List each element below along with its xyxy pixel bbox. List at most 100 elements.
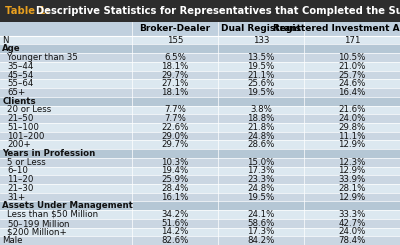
Text: 6.5%: 6.5% xyxy=(164,53,186,62)
Text: 25.7%: 25.7% xyxy=(338,71,366,79)
Text: 65+: 65+ xyxy=(7,88,26,97)
Text: 7.7%: 7.7% xyxy=(164,114,186,123)
Text: 35–44: 35–44 xyxy=(7,62,34,71)
Text: 19.4%: 19.4% xyxy=(161,166,189,175)
Text: 29.8%: 29.8% xyxy=(338,123,366,132)
Text: 16.4%: 16.4% xyxy=(338,88,366,97)
Text: 3.8%: 3.8% xyxy=(250,105,272,114)
Text: 24.1%: 24.1% xyxy=(247,210,275,219)
Text: 13.5%: 13.5% xyxy=(247,53,275,62)
Text: 34.2%: 34.2% xyxy=(161,210,189,219)
FancyBboxPatch shape xyxy=(0,45,400,53)
Text: 19.5%: 19.5% xyxy=(247,62,275,71)
Text: 24.0%: 24.0% xyxy=(338,227,366,236)
Text: Younger than 35: Younger than 35 xyxy=(7,53,78,62)
Text: 21–50: 21–50 xyxy=(7,114,34,123)
Text: 21.1%: 21.1% xyxy=(247,71,275,79)
FancyBboxPatch shape xyxy=(0,123,400,132)
FancyBboxPatch shape xyxy=(0,79,400,88)
FancyBboxPatch shape xyxy=(0,149,400,158)
Text: 23.3%: 23.3% xyxy=(247,175,275,184)
FancyBboxPatch shape xyxy=(0,167,400,175)
Text: 58.6%: 58.6% xyxy=(247,219,275,228)
Text: 11–20: 11–20 xyxy=(7,175,34,184)
Text: 18.1%: 18.1% xyxy=(161,88,189,97)
FancyBboxPatch shape xyxy=(0,201,400,210)
Text: 7.7%: 7.7% xyxy=(164,105,186,114)
Text: 51–100: 51–100 xyxy=(7,123,39,132)
Text: 82.6%: 82.6% xyxy=(161,236,189,245)
Text: 28.1%: 28.1% xyxy=(338,184,366,193)
Text: 21.0%: 21.0% xyxy=(338,62,366,71)
Text: 33.9%: 33.9% xyxy=(338,175,366,184)
FancyBboxPatch shape xyxy=(0,140,400,149)
Text: 24.8%: 24.8% xyxy=(247,132,275,141)
Text: 171: 171 xyxy=(344,36,360,45)
Text: 133: 133 xyxy=(253,36,269,45)
Text: Male: Male xyxy=(2,236,23,245)
Text: Assets Under Management: Assets Under Management xyxy=(2,201,133,210)
Text: 51.6%: 51.6% xyxy=(161,219,189,228)
Text: 29.7%: 29.7% xyxy=(161,71,189,79)
FancyBboxPatch shape xyxy=(0,0,400,22)
Text: N: N xyxy=(2,36,9,45)
Text: 25.6%: 25.6% xyxy=(247,79,275,88)
Text: $200 Million+: $200 Million+ xyxy=(7,227,67,236)
FancyBboxPatch shape xyxy=(0,97,400,106)
Text: 29.7%: 29.7% xyxy=(161,140,189,149)
Text: 55–64: 55–64 xyxy=(7,79,34,88)
Text: Less than $50 Million: Less than $50 Million xyxy=(7,210,98,219)
FancyBboxPatch shape xyxy=(0,62,400,71)
Text: 21.8%: 21.8% xyxy=(247,123,275,132)
Text: 155: 155 xyxy=(167,36,183,45)
Text: 12.3%: 12.3% xyxy=(338,158,366,167)
Text: 31+: 31+ xyxy=(7,193,26,202)
FancyBboxPatch shape xyxy=(0,210,400,219)
FancyBboxPatch shape xyxy=(0,228,400,236)
Text: 33.3%: 33.3% xyxy=(338,210,366,219)
Text: 25.9%: 25.9% xyxy=(161,175,189,184)
Text: 24.8%: 24.8% xyxy=(247,184,275,193)
Text: 18.8%: 18.8% xyxy=(247,114,275,123)
Text: 78.4%: 78.4% xyxy=(338,236,366,245)
Text: 24.0%: 24.0% xyxy=(338,114,366,123)
Text: Broker-Dealer: Broker-Dealer xyxy=(140,24,210,33)
Text: 18.1%: 18.1% xyxy=(161,62,189,71)
Text: 5 or Less: 5 or Less xyxy=(7,158,46,167)
Text: 200+: 200+ xyxy=(7,140,31,149)
FancyBboxPatch shape xyxy=(0,114,400,123)
FancyBboxPatch shape xyxy=(0,184,400,193)
Text: 10.3%: 10.3% xyxy=(161,158,189,167)
FancyBboxPatch shape xyxy=(0,88,400,97)
Text: 10.5%: 10.5% xyxy=(338,53,366,62)
Text: 17.3%: 17.3% xyxy=(247,227,275,236)
FancyBboxPatch shape xyxy=(0,193,400,201)
Text: 14.2%: 14.2% xyxy=(161,227,189,236)
FancyBboxPatch shape xyxy=(0,132,400,140)
Text: Registered Investment Adviser: Registered Investment Adviser xyxy=(273,24,400,33)
Text: 11.1%: 11.1% xyxy=(338,132,366,141)
FancyBboxPatch shape xyxy=(0,53,400,62)
FancyBboxPatch shape xyxy=(0,106,400,114)
Text: 101–200: 101–200 xyxy=(7,132,44,141)
Text: 12.9%: 12.9% xyxy=(338,166,366,175)
Text: Dual Registrant: Dual Registrant xyxy=(221,24,301,33)
Text: Clients: Clients xyxy=(2,97,36,106)
Text: 42.7%: 42.7% xyxy=(338,219,366,228)
Text: 15.0%: 15.0% xyxy=(247,158,275,167)
Text: 28.4%: 28.4% xyxy=(161,184,189,193)
Text: 6–10: 6–10 xyxy=(7,166,28,175)
Text: 21.6%: 21.6% xyxy=(338,105,366,114)
Text: Descriptive Statistics for Representatives that Completed the Survey: Descriptive Statistics for Representativ… xyxy=(36,6,400,16)
Text: $50–$199 Million: $50–$199 Million xyxy=(7,218,71,229)
Text: 29.0%: 29.0% xyxy=(161,132,189,141)
Text: 19.5%: 19.5% xyxy=(247,193,275,202)
Text: Table 1:: Table 1: xyxy=(5,6,50,16)
FancyBboxPatch shape xyxy=(0,71,400,79)
Text: 21–30: 21–30 xyxy=(7,184,34,193)
FancyBboxPatch shape xyxy=(0,22,400,36)
Text: Years in Profession: Years in Profession xyxy=(2,149,96,158)
FancyBboxPatch shape xyxy=(0,219,400,228)
Text: 28.6%: 28.6% xyxy=(247,140,275,149)
FancyBboxPatch shape xyxy=(0,36,400,45)
